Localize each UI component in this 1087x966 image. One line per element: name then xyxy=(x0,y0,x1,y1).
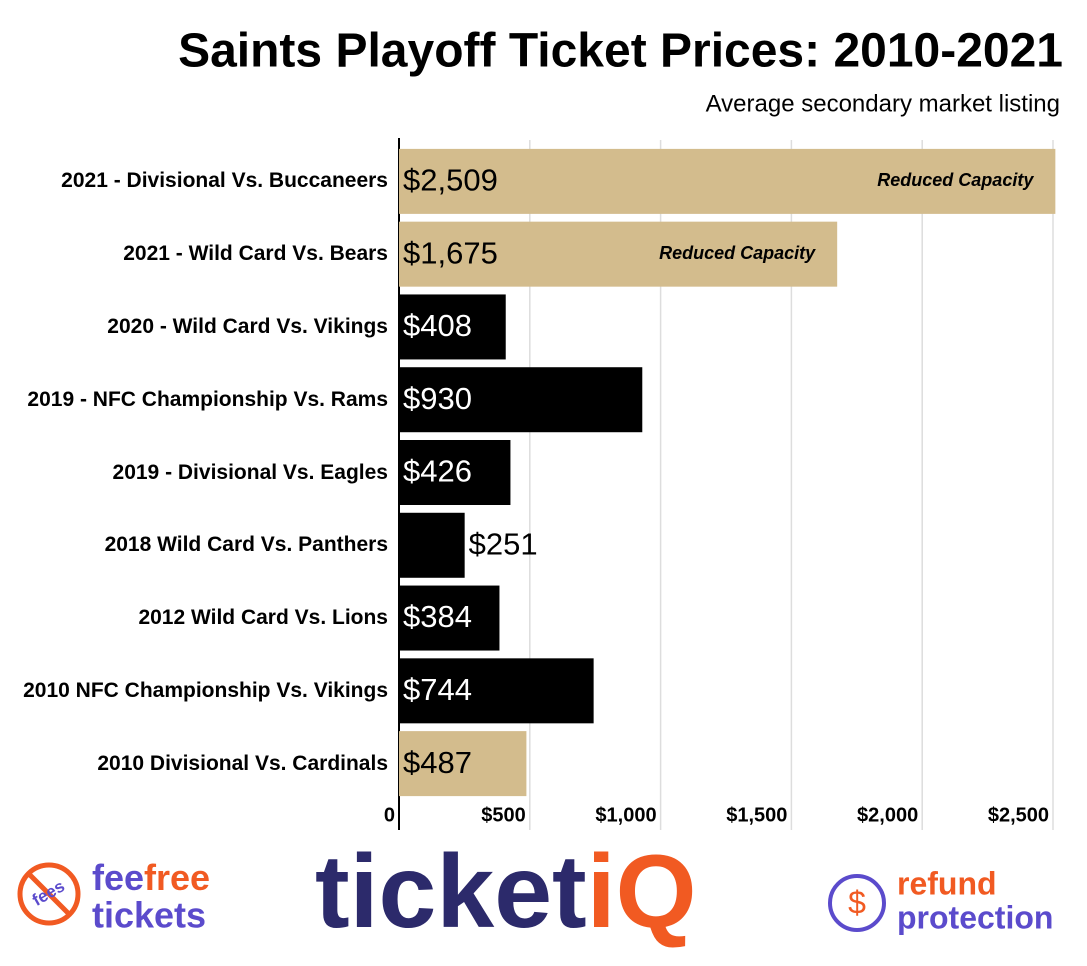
value-label: $744 xyxy=(403,672,472,707)
bar xyxy=(399,294,506,360)
y-tick-label: 2021 - Divisional Vs. Buccaneers xyxy=(61,169,388,193)
y-tick-label: 2012 Wild Card Vs. Lions xyxy=(138,606,388,630)
y-tick-label: 2019 - NFC Championship Vs. Rams xyxy=(27,387,388,411)
feefree-logo: feefree xyxy=(92,857,210,898)
value-label: $1,675 xyxy=(403,235,498,270)
bar-note: Reduced Capacity xyxy=(877,170,1034,190)
bar xyxy=(399,440,511,505)
plot-area: 0 $500 $1,000 $1,500 $2,000 $2,500 $2,509 Reduc… xyxy=(384,138,1056,830)
value-label: $487 xyxy=(403,745,472,780)
refund-icon xyxy=(828,874,886,932)
chart-title: Saints Playoff Ticket Prices: 2010-2021 xyxy=(178,25,1063,78)
x-tick-label: $2,000 xyxy=(857,804,918,826)
brand-logo: ticketiQ xyxy=(315,834,696,950)
protection-logo: protection xyxy=(897,899,1053,935)
free: free xyxy=(144,857,210,898)
y-tick-label: 2018 Wild Card Vs. Panthers xyxy=(104,533,388,557)
value-label: $251 xyxy=(469,526,538,561)
value-label: $426 xyxy=(403,454,472,489)
bar xyxy=(399,731,527,797)
fees-icon xyxy=(17,862,81,926)
y-tick-label: 2010 NFC Championship Vs. Vikings xyxy=(23,678,388,702)
tickets-logo: tickets xyxy=(92,895,206,936)
fees-slash xyxy=(27,872,71,916)
fee: fee xyxy=(92,857,144,898)
bar xyxy=(399,585,500,651)
brand-accent: iQ xyxy=(587,834,697,950)
y-tick-label: 2019 - Divisional Vs. Eagles xyxy=(112,460,388,484)
x-tick-label: $1,500 xyxy=(726,804,787,826)
y-tick-label: 2010 Divisional Vs. Cardinals xyxy=(97,751,388,775)
brand-main: ticket xyxy=(315,834,587,950)
bar xyxy=(399,148,1056,214)
bar xyxy=(399,367,643,433)
x-tick-label: $500 xyxy=(481,804,526,826)
y-tick-label: 2021 - Wild Card Vs. Bears xyxy=(123,242,388,266)
chart-subtitle: Average secondary market listing xyxy=(706,90,1060,117)
bar-note: Reduced Capacity xyxy=(659,243,816,263)
y-tick-label: 2020 - Wild Card Vs. Vikings xyxy=(107,314,388,338)
value-label: $408 xyxy=(403,308,472,343)
footer: fees feefree tickets ticketiQ $ refund p… xyxy=(17,834,1053,950)
bar xyxy=(399,512,465,578)
bar xyxy=(399,221,838,287)
refund-icon-text: $ xyxy=(848,884,866,920)
value-label: $2,509 xyxy=(403,163,498,198)
bar xyxy=(399,658,594,724)
x-tick-label: $2,500 xyxy=(988,804,1049,826)
x-tick-label: 0 xyxy=(384,804,395,826)
refund-logo: refund xyxy=(897,865,997,901)
value-label: $930 xyxy=(403,381,472,416)
value-label: $384 xyxy=(403,599,472,634)
x-tick-label: $1,000 xyxy=(595,804,656,826)
